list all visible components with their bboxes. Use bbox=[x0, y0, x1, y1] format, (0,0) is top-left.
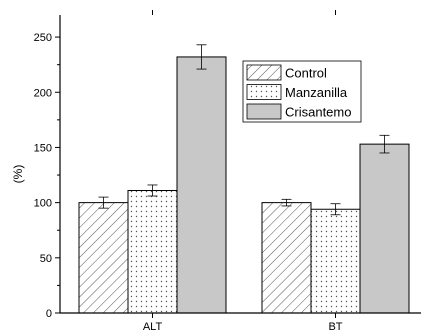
legend-label-crisantemo: Crisantemo bbox=[285, 105, 351, 120]
bar-alt-manzanilla bbox=[127, 189, 178, 314]
bar-alt-crisantemo bbox=[176, 56, 227, 314]
y-tick-label: 100 bbox=[34, 198, 52, 210]
y-axis-title: (%) bbox=[11, 165, 25, 184]
legend-swatch-crisantemo bbox=[246, 103, 282, 120]
legend-label-control: Control bbox=[285, 66, 327, 81]
legend-swatch-control bbox=[246, 64, 282, 81]
error-bar-bt-manzanilla bbox=[330, 203, 341, 216]
y-tick-label: 250 bbox=[34, 32, 52, 44]
error-bar-alt-crisantemo bbox=[196, 44, 207, 70]
bar-bt-manzanilla bbox=[310, 208, 361, 314]
bar-bt-crisantemo bbox=[359, 143, 410, 314]
error-bar-bt-crisantemo bbox=[379, 134, 390, 154]
y-tick-label: 50 bbox=[40, 253, 52, 265]
bars bbox=[78, 44, 410, 314]
y-tick-label: 200 bbox=[34, 87, 52, 99]
error-bar-bt-control bbox=[281, 198, 292, 207]
error-bar-alt-manzanilla bbox=[147, 184, 158, 197]
legend-swatch-manzanilla bbox=[246, 84, 282, 100]
bar-alt-control bbox=[78, 202, 129, 314]
bar-bt-control bbox=[261, 202, 312, 314]
axes: 0 50 100 150 200 250 ALT BT (%) bbox=[11, 10, 421, 333]
legend: Control Manzanilla Crisantemo bbox=[242, 60, 362, 123]
y-tick-label: 0 bbox=[46, 308, 52, 320]
legend-label-manzanilla: Manzanilla bbox=[285, 85, 348, 100]
y-tick-label: 150 bbox=[34, 142, 52, 154]
x-tick-label-alt: ALT bbox=[143, 321, 163, 333]
x-tick-label-bt: BT bbox=[328, 321, 342, 333]
error-bar-alt-control bbox=[98, 196, 109, 209]
